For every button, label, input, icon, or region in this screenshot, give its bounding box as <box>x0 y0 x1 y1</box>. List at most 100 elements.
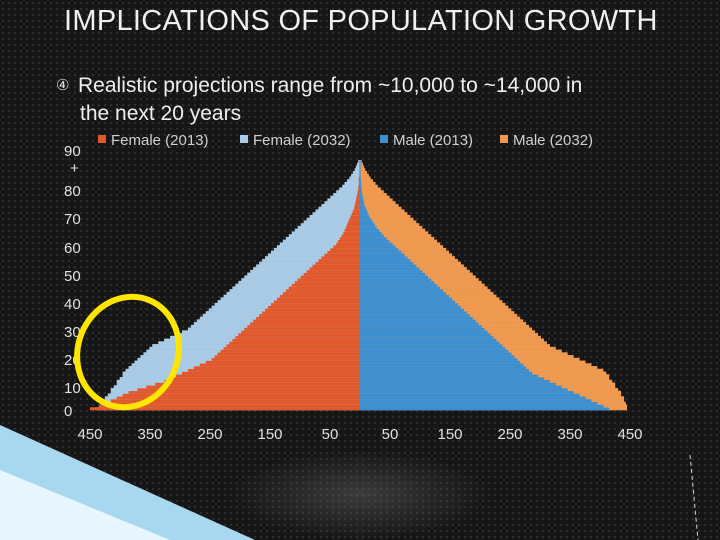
male-2032-bar <box>360 162 363 166</box>
male-2032-bar <box>360 170 368 175</box>
x-tick-label: 50 <box>322 426 339 443</box>
female-2032-bar <box>297 225 360 229</box>
female-2013-bar <box>349 217 360 221</box>
male-2013-bar <box>360 305 461 309</box>
male-2013-bar <box>360 245 396 249</box>
female-2032-bar <box>354 168 360 172</box>
female-2032-bar <box>306 217 360 221</box>
female-2013-bar <box>238 333 360 337</box>
circled-arrow-icon: ④ <box>56 77 70 94</box>
male-2013-bar <box>360 269 423 273</box>
female-2013-bar <box>346 223 360 227</box>
male-2013-bar <box>360 217 372 221</box>
female-2013-bar <box>244 327 360 331</box>
female-2032-bar <box>327 198 360 202</box>
male-2013-bar <box>360 404 604 408</box>
x-tick-label: 450 <box>77 426 102 443</box>
female-2013-bar <box>226 344 360 348</box>
male-2013-bar <box>360 231 382 235</box>
male-2013-bar <box>360 170 361 175</box>
y-tick-label: 0 <box>64 403 72 420</box>
female-2013-bar <box>288 286 360 290</box>
female-2013-bar <box>358 184 360 188</box>
male-2013-bar <box>360 198 364 202</box>
female-2013-bar <box>205 360 360 364</box>
male-2013-bar <box>360 355 515 359</box>
female-2013-bar <box>330 247 360 251</box>
female-2013-bar <box>268 305 360 309</box>
male-2032-bar <box>360 192 387 197</box>
bullet-point: ④ Realistic projections range from ~10,00… <box>56 72 696 128</box>
female-2032-bar <box>339 187 360 191</box>
male-2013-bar <box>360 322 479 326</box>
female-2032-bar <box>276 245 360 249</box>
x-tick-label: 450 <box>617 426 642 443</box>
male-2013-bar <box>360 258 411 262</box>
female-2032-bar <box>291 231 360 235</box>
y-tick-label: 10 <box>64 380 81 397</box>
male-2013-bar <box>360 379 550 383</box>
male-2032-bar <box>360 195 390 199</box>
male-2032-bar <box>360 234 432 238</box>
male-2032-bar <box>360 253 452 257</box>
male-2013-bar <box>360 399 592 403</box>
female-2032-bar <box>259 261 360 265</box>
female-2013-bar <box>327 250 360 254</box>
female-2013-bar <box>223 346 360 350</box>
female-2013-bar <box>297 278 360 282</box>
female-2013-bar <box>110 399 361 403</box>
slide-title: IMPLICATIONS OF POPULATION GROWTH <box>64 5 658 37</box>
female-2013-bar <box>359 168 361 172</box>
male-2013-bar <box>360 247 399 251</box>
legend-swatch <box>98 135 106 143</box>
y-tick-label: 90 + <box>64 143 81 177</box>
male-2032-bar <box>360 225 423 229</box>
female-2013-bar <box>137 388 360 392</box>
male-2013-bar <box>360 239 390 243</box>
female-2032-bar <box>349 176 360 180</box>
female-2032-bar <box>321 203 360 208</box>
male-2013-bar <box>360 368 530 372</box>
female-2013-bar <box>193 366 360 370</box>
female-2032-bar <box>300 223 360 227</box>
male-2013-bar <box>360 302 458 306</box>
female-2013-bar <box>351 212 360 216</box>
female-2013-bar <box>90 407 360 411</box>
x-tick-label: 250 <box>497 426 522 443</box>
male-2013-bar <box>360 184 362 188</box>
male-2032-bar <box>360 181 376 186</box>
female-2032-bar <box>285 236 360 240</box>
male-2013-bar <box>360 313 470 317</box>
female-2013-bar <box>259 313 360 317</box>
female-2032-bar <box>333 192 360 197</box>
female-2032-bar <box>352 170 360 175</box>
male-2013-bar <box>360 341 500 345</box>
female-2013-bar <box>217 352 360 356</box>
female-2013-bar <box>294 280 360 284</box>
female-2013-bar <box>270 302 360 306</box>
male-2032-bar <box>360 203 399 208</box>
female-2032-bar <box>336 190 360 194</box>
male-2013-bar <box>360 173 361 177</box>
male-2013-bar <box>360 338 497 342</box>
female-2032-bar <box>344 181 360 186</box>
female-2013-bar <box>104 401 360 405</box>
female-2013-bar <box>356 195 360 199</box>
female-2032-bar <box>273 247 360 251</box>
male-2013-bar <box>360 267 420 271</box>
female-2013-bar <box>359 162 361 166</box>
female-2032-bar <box>262 258 360 262</box>
male-2013-bar <box>360 250 402 254</box>
female-2013-bar <box>343 231 360 235</box>
female-2013-bar <box>170 377 360 381</box>
female-2032-bar <box>270 250 360 254</box>
female-2013-bar <box>164 379 360 383</box>
female-2032-bar <box>324 201 360 205</box>
male-2013-bar <box>360 388 568 392</box>
legend-swatch <box>380 135 388 143</box>
male-2032-bar <box>360 245 444 249</box>
female-2013-bar <box>359 165 361 169</box>
male-2013-bar <box>360 289 444 293</box>
female-2013-bar <box>341 234 360 238</box>
